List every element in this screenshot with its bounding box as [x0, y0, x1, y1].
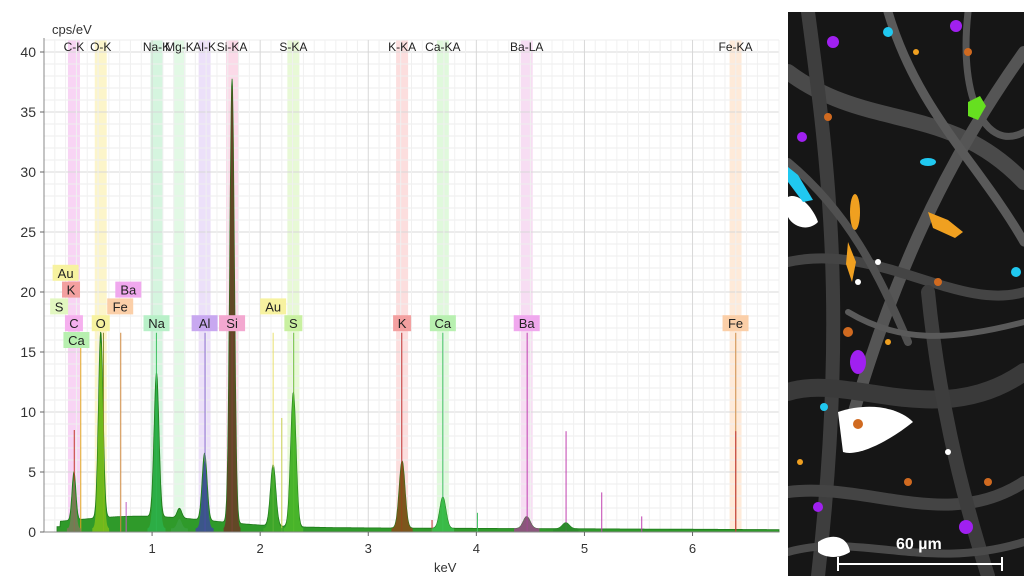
x-tick-label-6: 6	[689, 541, 696, 556]
element-tag-box-6	[107, 298, 134, 315]
sem-elemental-map: 60 µm	[788, 12, 1024, 576]
element-tag-box-14	[429, 315, 456, 332]
element-tag-box-13	[393, 315, 412, 332]
element-tag-3: C	[69, 316, 78, 331]
element-tag-8: Na	[148, 316, 165, 331]
peak-fill-layer	[66, 84, 579, 533]
element-particles	[788, 20, 1021, 557]
band-label-9: Ba-LA	[510, 40, 543, 54]
x-tick-label-3: 3	[365, 541, 372, 556]
peak-ca-9	[431, 497, 455, 532]
element-tag-13: K	[398, 316, 407, 331]
element-tag-box-7	[91, 315, 110, 332]
element-tag-6: Fe	[113, 299, 128, 314]
sem-map-image	[788, 12, 1024, 576]
y-tick-label-0: 0	[28, 524, 36, 540]
element-tag-box-8	[143, 315, 170, 332]
element-tag-11: Au	[265, 299, 281, 314]
element-band-7	[396, 40, 409, 532]
element-band-2	[150, 40, 163, 532]
scale-bar-label: 60 µm	[896, 536, 942, 553]
peak-s-7	[283, 394, 304, 532]
y-tick-label-15: 15	[20, 344, 36, 360]
peak-ba-11	[553, 522, 579, 532]
chart-axes: 0 5 10 15 20 25 30 35 40 1 2 3 4 5 6	[20, 38, 779, 556]
element-tag-16: Fe	[728, 316, 743, 331]
fiber-texture	[788, 12, 1024, 576]
element-tag-12: S	[289, 316, 298, 331]
band-label-10: Fe-KA	[719, 40, 753, 54]
element-tag-1: K	[67, 283, 76, 298]
element-tag-4: Ca	[68, 333, 85, 348]
element-tag-7: O	[96, 316, 106, 331]
spectrum-area-layer	[56, 78, 780, 533]
y-tick-label-40: 40	[20, 44, 36, 60]
band-label-7: K-KA	[388, 40, 416, 54]
band-label-5: Si-KA	[217, 40, 248, 54]
element-tag-9: Al	[199, 316, 211, 331]
spectrum-area	[56, 78, 780, 533]
x-tick-label-1: 1	[148, 541, 155, 556]
element-band-labels: C-K O-K Na-KMg-K Al-K Si-KA S-KA K-KA Ca-KA Ba-L…	[64, 40, 753, 54]
band-label-4: Al-K	[193, 40, 216, 54]
element-tag-box-3	[64, 315, 83, 332]
element-tag-box-12	[284, 315, 303, 332]
peak-ba-10	[514, 516, 540, 532]
peak-k-8	[391, 461, 413, 532]
peak-si-5	[223, 84, 241, 533]
x-tick-label-2: 2	[257, 541, 264, 556]
element-tag-box-10	[219, 315, 246, 332]
y-tick-label-30: 30	[20, 164, 36, 180]
element-band-8	[436, 40, 449, 532]
element-tag-14: Ca	[435, 316, 452, 331]
element-tag-box-0	[52, 264, 79, 281]
element-band-9	[520, 40, 533, 532]
element-tag-0: Au	[58, 266, 74, 281]
element-tag-15: Ba	[519, 316, 536, 331]
element-tag-box-15	[513, 315, 540, 332]
band-label-0: C-K	[64, 40, 85, 54]
peak-c-0	[66, 480, 81, 532]
element-tag-2: S	[55, 299, 64, 314]
element-band-3	[173, 40, 186, 532]
element-band-4	[198, 40, 211, 532]
x-tick-label-4: 4	[473, 541, 480, 556]
y-tick-label-5: 5	[28, 464, 36, 480]
element-tag-box-1	[62, 281, 81, 298]
peak-na-2	[147, 384, 166, 532]
y-axis-label: cps/eV	[52, 22, 92, 37]
y-tick-label-10: 10	[20, 404, 36, 420]
element-tag-box-4	[63, 332, 90, 348]
element-band-6	[287, 40, 300, 532]
peak-al-4	[195, 461, 214, 532]
band-label-6: S-KA	[279, 40, 307, 54]
eds-spectrum-chart: 0 5 10 15 20 25 30 35 40 1 2 3 4 5 6 C-K O-K Na-KMg-K Al-…	[20, 22, 780, 575]
scale-bar	[837, 557, 1003, 571]
element-band-layer	[67, 40, 742, 532]
y-tick-label-20: 20	[20, 284, 36, 300]
x-axis-label: keV	[434, 560, 457, 575]
x-tick-label-5: 5	[581, 541, 588, 556]
element-tag-5: Ba	[120, 283, 137, 298]
element-tag-box-9	[191, 315, 218, 332]
element-tag-10: Si	[226, 316, 238, 331]
element-tag-box-11	[260, 298, 287, 315]
y-tick-label-35: 35	[20, 104, 36, 120]
band-label-1: O-K	[90, 40, 111, 54]
element-tag-box-16	[722, 315, 749, 332]
peak-o-1	[92, 342, 110, 532]
band-label-3: Mg-K	[165, 40, 194, 54]
peak-au-6	[263, 467, 283, 532]
element-tag-box-5	[115, 281, 142, 298]
band-label-2: Na-K	[143, 40, 170, 54]
peak-mg-3	[171, 518, 188, 532]
y-tick-label-25: 25	[20, 224, 36, 240]
element-tag-box-2	[50, 298, 69, 315]
band-label-8: Ca-KA	[425, 40, 460, 54]
